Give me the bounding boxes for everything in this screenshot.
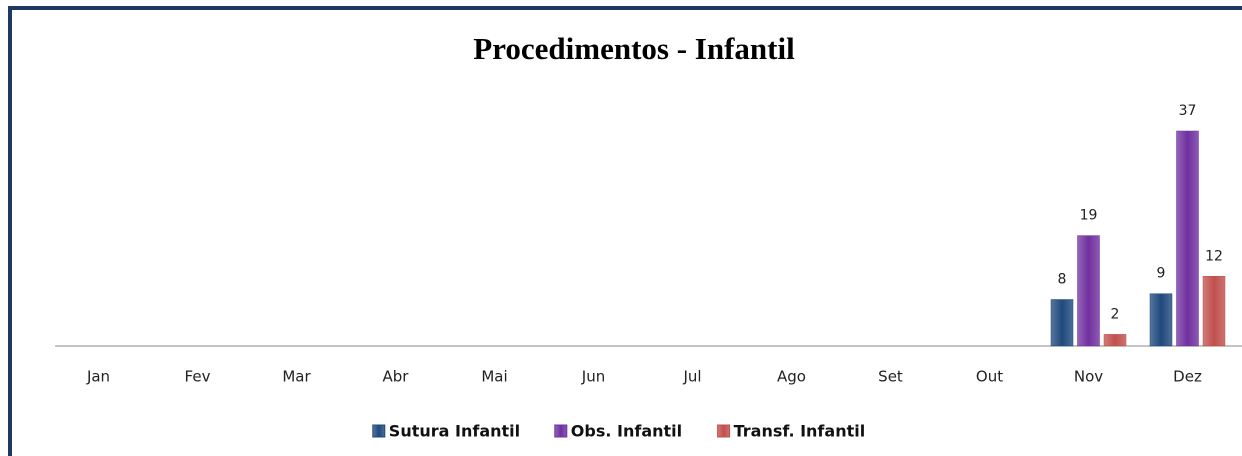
bar — [1050, 299, 1074, 347]
data-label: 9 — [1157, 266, 1166, 282]
x-tick-label: Jun — [581, 368, 605, 386]
bar — [1202, 276, 1226, 347]
data-label: 8 — [1058, 272, 1067, 288]
x-tick-label: Jan — [86, 368, 110, 386]
x-tick-label: Abr — [383, 368, 410, 386]
chart-border — [8, 6, 1242, 456]
bar — [1077, 235, 1100, 347]
x-tick-label: Mar — [282, 368, 311, 386]
x-tick-label: Set — [878, 368, 903, 386]
x-tick-label: Out — [976, 368, 1003, 386]
data-label: 37 — [1179, 103, 1197, 119]
data-label: 19 — [1080, 208, 1098, 224]
x-tick-label: Dez — [1173, 368, 1202, 386]
bar — [1103, 334, 1127, 347]
legend-label: Sutura Infantil — [389, 422, 520, 441]
legend-label: Transf. Infantil — [734, 422, 866, 441]
legend-swatch — [372, 424, 386, 438]
legend-label: Obs. Infantil — [571, 422, 682, 441]
data-label: 12 — [1205, 248, 1223, 264]
data-label: 2 — [1111, 306, 1120, 322]
bar — [1149, 293, 1173, 347]
x-tick-label: Mai — [481, 368, 507, 386]
legend-swatch — [554, 424, 568, 438]
legend-swatch — [717, 424, 731, 438]
x-tick-label: Fev — [185, 368, 211, 386]
chart-title: Procedimentos - Infantil — [473, 31, 795, 66]
x-tick-label: Ago — [777, 368, 806, 386]
x-tick-label: Nov — [1074, 368, 1103, 386]
bar — [1176, 130, 1199, 347]
x-tick-label: Jul — [682, 368, 701, 386]
